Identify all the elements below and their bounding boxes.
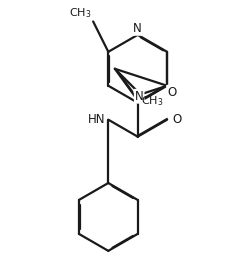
Text: N: N (133, 22, 142, 35)
Text: N: N (135, 90, 144, 103)
Text: O: O (167, 86, 176, 99)
Text: CH$_3$: CH$_3$ (69, 6, 92, 20)
Text: CH$_3$: CH$_3$ (140, 95, 163, 108)
Text: O: O (172, 113, 181, 126)
Text: HN: HN (87, 113, 105, 126)
